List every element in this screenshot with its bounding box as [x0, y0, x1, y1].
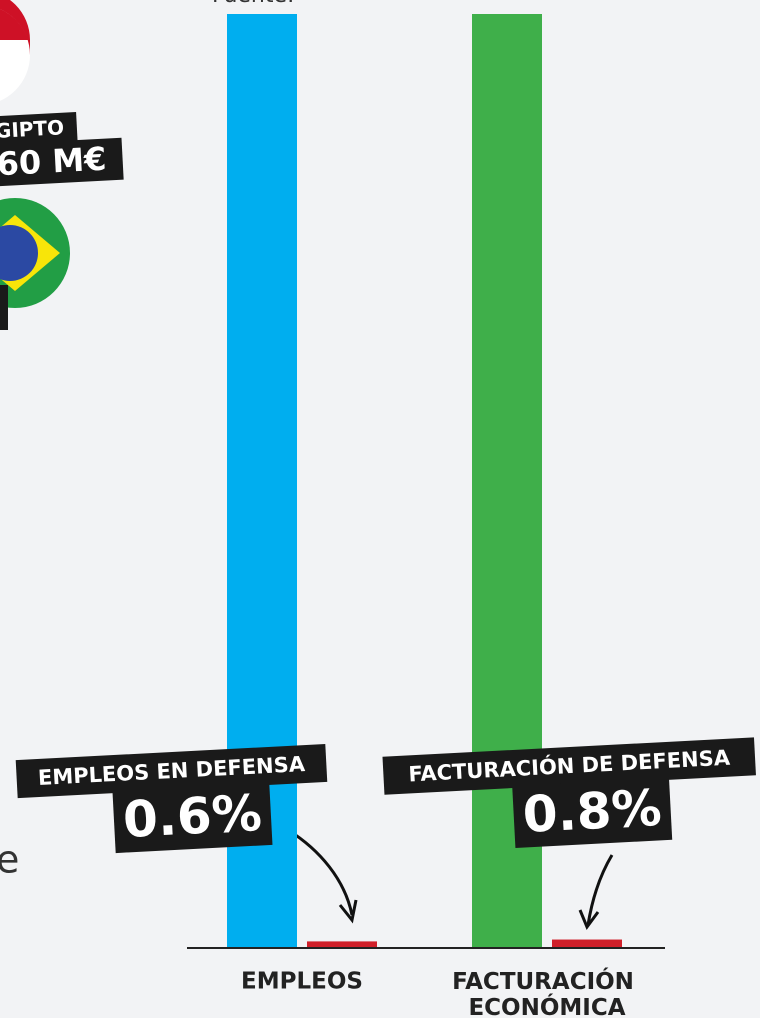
tag-box	[0, 112, 78, 147]
letter: e	[0, 838, 19, 882]
arrow-head	[578, 909, 600, 931]
arrow-head	[338, 899, 358, 924]
egypt-flag-top	[0, 9, 28, 40]
country-label: GIPTO	[0, 115, 65, 143]
amount-label: 60 M€	[0, 140, 107, 184]
value-box	[112, 782, 273, 854]
value-label: 0.8%	[521, 779, 663, 844]
country-tag: GIPTO 60 M€	[0, 112, 124, 187]
arrow	[287, 828, 354, 916]
bar	[307, 941, 377, 947]
bar	[552, 939, 622, 947]
tag-box	[0, 285, 8, 330]
tag-box	[0, 137, 124, 187]
value-box	[512, 777, 673, 848]
x-tick-label: EMPLEOS	[241, 969, 363, 995]
egypt-flag-red	[0, 0, 30, 55]
value-label: 0.6%	[122, 784, 264, 849]
x-tick-label: FACTURACIÓN ECONÓMICA	[452, 967, 642, 1018]
arrow	[586, 854, 614, 926]
source: Fuente:	[212, 0, 294, 8]
annotation-box	[382, 737, 756, 795]
brazil-globe	[0, 225, 38, 281]
